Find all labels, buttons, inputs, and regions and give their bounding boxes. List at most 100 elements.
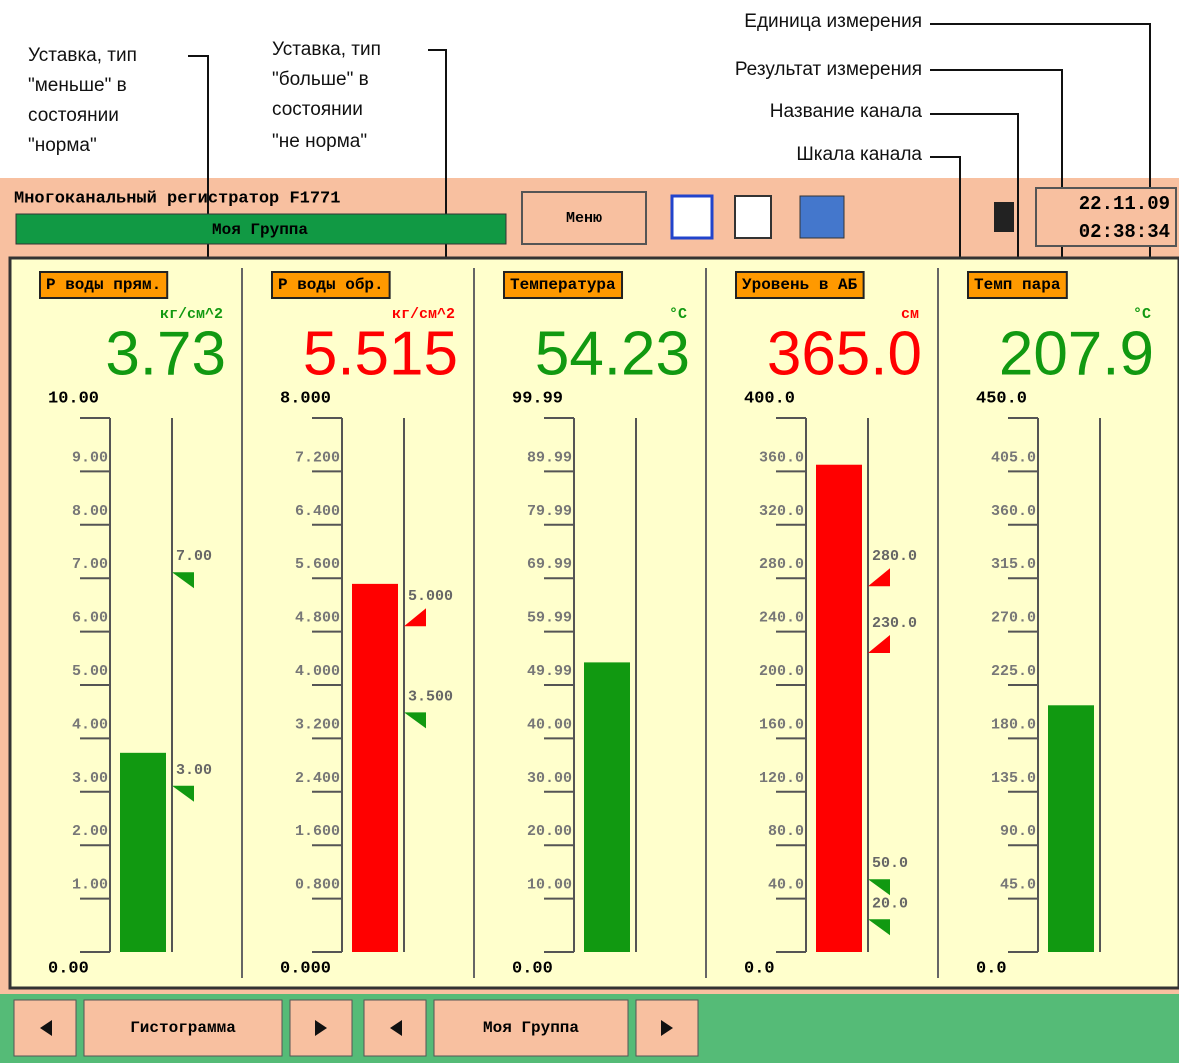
name-box [735, 271, 865, 299]
arrow [315, 1020, 327, 1036]
name-box [967, 271, 1068, 299]
scale-min: 0.000 [280, 959, 331, 978]
menu-button[interactable] [521, 191, 647, 245]
view-label: Гистограмма [130, 1019, 236, 1037]
tick-label: 79.99 [527, 503, 572, 520]
report-icon[interactable] [734, 195, 772, 239]
unit: °С [669, 306, 687, 323]
channels: Р воды прям.кг/см^23.730.001.002.003.004… [39, 268, 1154, 978]
tick-label: 2.00 [72, 823, 108, 840]
channel-name: Р воды обр. [278, 276, 384, 294]
tick-label: 360.0 [991, 503, 1036, 520]
ann-line: состоянии [272, 99, 363, 120]
ann-line: состоянии [28, 105, 119, 126]
setpoint-flag [868, 879, 890, 896]
bar [1048, 705, 1094, 952]
tick-label: 69.99 [527, 556, 572, 573]
bar [120, 752, 166, 952]
ann-line: "не норма" [272, 131, 367, 152]
tick-label: 7.200 [295, 449, 340, 466]
tick-label: 59.99 [527, 610, 572, 627]
arrow [390, 1020, 402, 1036]
header: Многоканальный регистратор F1771 Моя Гру… [14, 187, 1177, 247]
setpoint-flag [868, 634, 890, 653]
ann-line: Уставка, тип [272, 39, 381, 60]
setpoint-label: 20.0 [872, 895, 908, 912]
tick-label: 240.0 [759, 610, 804, 627]
tick-label: 180.0 [991, 716, 1036, 733]
setpoint-label: 5.000 [408, 588, 453, 605]
callouts: Уставка, тип "меньше" в состоянии "норма… [28, 11, 1151, 770]
tick-label: 80.0 [768, 823, 804, 840]
tick-label: 3.00 [72, 770, 108, 787]
name-box [39, 271, 169, 299]
tick-label: 1.00 [72, 877, 108, 894]
tick-label: 4.00 [72, 716, 108, 733]
tick-label: 49.99 [527, 663, 572, 680]
ann-name: Название канала [770, 101, 923, 122]
callout-line [930, 113, 1019, 272]
bar [352, 583, 398, 952]
setpoint-flag [172, 785, 194, 802]
tick-label: 40.0 [768, 877, 804, 894]
tick-label: 6.00 [72, 610, 108, 627]
tick-label: 90.0 [1000, 823, 1036, 840]
arrow [661, 1020, 673, 1036]
setpoint-label: 280.0 [872, 548, 917, 565]
menu-label: Меню [566, 210, 602, 227]
group-box [15, 213, 507, 245]
channel-name: Темп пара [974, 276, 1061, 294]
time: 02:38:34 [1079, 221, 1170, 243]
tick-label: 1.600 [295, 823, 340, 840]
measured-value: 3.73 [105, 319, 226, 388]
measured-value: 207.9 [999, 319, 1154, 388]
tick-label: 4.800 [295, 610, 340, 627]
setpoint-flag [404, 608, 426, 627]
tick-label: 40.00 [527, 716, 572, 733]
group-tab[interactable] [433, 999, 629, 1057]
scale-max: 8.000 [280, 389, 331, 408]
unit: см [901, 306, 919, 323]
scale-max: 99.99 [512, 389, 563, 408]
ann-scale: Шкала канала [796, 144, 922, 165]
measured-value: 365.0 [767, 319, 922, 388]
setpoint-flag [404, 712, 426, 729]
tick-label: 270.0 [991, 610, 1036, 627]
date: 22.11.09 [1079, 193, 1170, 215]
tick-label: 6.400 [295, 503, 340, 520]
name-box [271, 271, 391, 299]
setpoint-flag [868, 568, 890, 587]
ann-result: Результат измерения [735, 59, 922, 80]
tick-label: 8.00 [72, 503, 108, 520]
bar [584, 662, 630, 952]
unit: кг/см^2 [160, 306, 223, 323]
pc-icon[interactable] [799, 195, 845, 239]
table-icon[interactable] [670, 194, 714, 240]
view-tab[interactable] [83, 999, 283, 1057]
unit: кг/см^2 [392, 306, 455, 323]
tick-label: 30.00 [527, 770, 572, 787]
ann-unit: Единица измерения [744, 11, 922, 32]
setpoint-label: 3.500 [408, 688, 453, 705]
tick-label: 120.0 [759, 770, 804, 787]
ann-line: "меньше" в [28, 75, 127, 96]
tick-label: 10.00 [527, 877, 572, 894]
group-label: Моя Группа [483, 1019, 579, 1037]
tick-label: 320.0 [759, 503, 804, 520]
tick-label: 225.0 [991, 663, 1036, 680]
ann-line: "норма" [28, 135, 97, 156]
setpoint-flag [172, 572, 194, 589]
scale-min: 0.00 [512, 959, 553, 978]
setpoint-label: 50.0 [872, 855, 908, 872]
setpoint-flag [868, 919, 890, 936]
scale-min: 0.0 [976, 959, 1007, 978]
tick-label: 5.600 [295, 556, 340, 573]
tick-label: 0.800 [295, 877, 340, 894]
tick-label: 20.00 [527, 823, 572, 840]
ann-line: Уставка, тип [28, 45, 137, 66]
tick-label: 5.00 [72, 663, 108, 680]
tick-label: 405.0 [991, 449, 1036, 466]
clock-box [1035, 187, 1177, 247]
tick-label: 89.99 [527, 449, 572, 466]
bar [816, 464, 862, 952]
